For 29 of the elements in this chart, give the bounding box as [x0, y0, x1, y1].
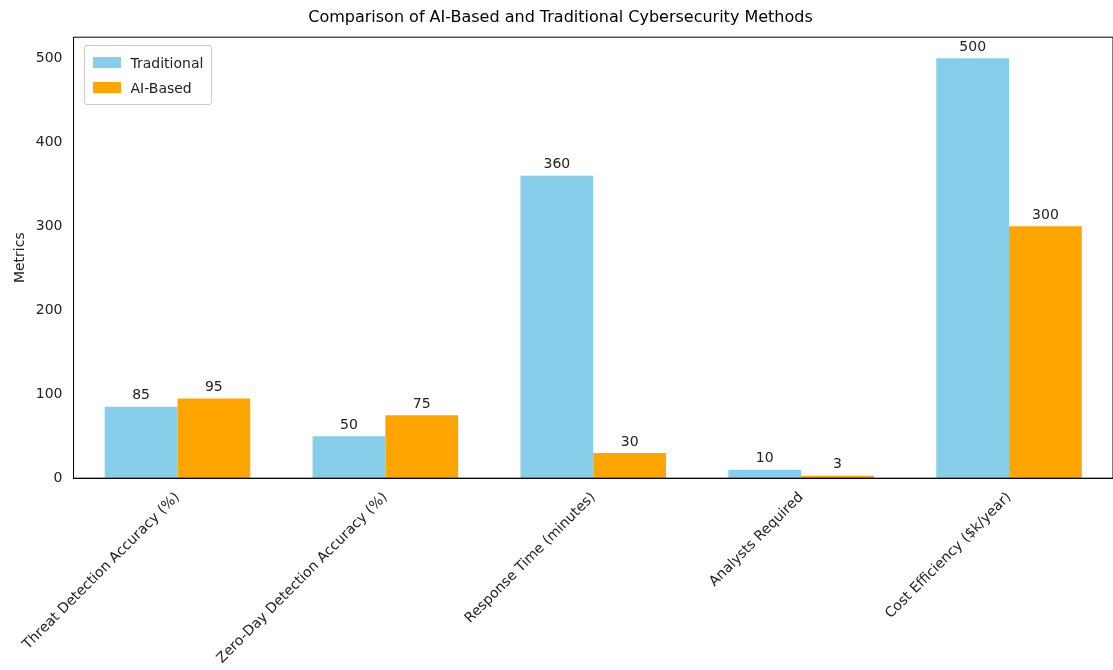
legend-label: Traditional — [130, 54, 204, 71]
data-label: 300 — [1032, 205, 1059, 222]
data-label: 85 — [132, 386, 150, 403]
data-label: 30 — [620, 432, 639, 449]
y-tick-label: 300 — [35, 216, 63, 233]
bar — [1009, 226, 1082, 479]
data-label: 3 — [833, 455, 842, 472]
y-tick-label: 100 — [35, 384, 63, 401]
data-label: 500 — [959, 37, 987, 54]
bar — [177, 398, 251, 479]
bar — [104, 406, 178, 479]
bar — [520, 175, 594, 479]
bar — [936, 58, 1010, 479]
y-axis-title: Metrics — [11, 232, 28, 284]
bar — [312, 436, 386, 479]
y-tick-label: 200 — [35, 300, 63, 317]
bar — [593, 452, 667, 479]
y-tick-label: 500 — [35, 48, 63, 65]
bar — [728, 469, 802, 479]
data-label: 360 — [543, 155, 571, 172]
data-label: 95 — [204, 378, 223, 395]
data-label: 50 — [340, 415, 358, 432]
y-tick-label: 0 — [53, 468, 63, 485]
legend-label: AI-Based — [130, 79, 192, 96]
bar — [385, 415, 459, 479]
data-label: 10 — [755, 449, 774, 466]
data-label: 75 — [412, 394, 431, 411]
chart-title: Comparison of AI-Based and Traditional Cybersecurity Methods — [308, 6, 813, 26]
y-tick-label: 400 — [35, 132, 63, 149]
